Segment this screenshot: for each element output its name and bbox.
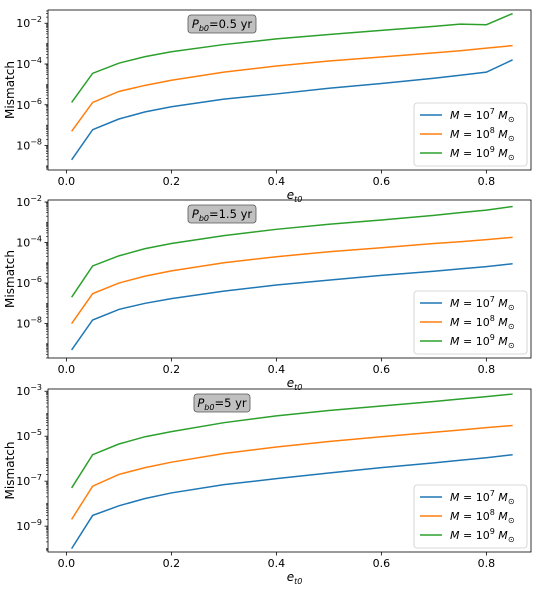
x-tick-label: 0.4: [268, 363, 286, 376]
legend: M = 107 M⊙ M = 108 M⊙ M = 109 M⊙: [413, 102, 528, 167]
series-line-1: [70, 453, 513, 550]
legend-entry-1: M = 107 M⊙: [450, 107, 515, 124]
series-line-3: [71, 12, 513, 103]
x-tick-label: 0.6: [373, 175, 391, 188]
x-tick-label: 0.2: [163, 175, 181, 188]
title-box: [187, 14, 257, 34]
y-tick-label: 10−6: [16, 97, 42, 112]
x-tick-label: 0.6: [373, 557, 391, 570]
legend: M = 107 M⊙ M = 108 M⊙ M = 109 M⊙: [413, 290, 528, 355]
legend: M = 107 M⊙ M = 108 M⊙ M = 109 M⊙: [413, 484, 528, 549]
series-line-1: [71, 262, 513, 351]
x-tick-label: 0.0: [58, 175, 76, 188]
series-line-1: [71, 59, 513, 161]
y-tick-label: 10−6: [16, 275, 42, 290]
y-tick-label: 10−2: [16, 194, 42, 209]
x-tick-label: 0.4: [268, 557, 286, 570]
y-tick-label: 10−8: [16, 316, 42, 331]
y-tick-label: 10−2: [16, 15, 42, 30]
legend-entry-2: M = 108 M⊙: [450, 314, 515, 331]
y-tick-label: 10−5: [16, 428, 42, 443]
x-tick-label: 0.2: [163, 557, 181, 570]
x-axis-label: et0: [287, 376, 303, 392]
legend-entry-1: M = 107 M⊙: [450, 295, 515, 312]
y-tick-label: 10−8: [16, 138, 42, 153]
series-line-2: [70, 424, 513, 520]
series-line-3: [71, 205, 513, 298]
legend-frame: [413, 290, 528, 355]
chart-panel-2: 10−8 10−6 10−4 10−2 0.0 0.2 0.4 0.6 0.8 Pb0=1.5 y…: [3, 194, 532, 392]
legend-entry-3: M = 109 M⊙: [450, 333, 515, 350]
x-axis-label: et0: [287, 570, 303, 586]
y-tick-label: 10−9: [16, 518, 42, 533]
series-line-2: [71, 44, 513, 132]
x-tick-label: 0.0: [58, 557, 76, 570]
legend-entry-2: M = 108 M⊙: [450, 508, 515, 525]
x-tick-label: 0.8: [478, 175, 496, 188]
plot-frame: [47, 9, 532, 171]
series-line-2: [71, 236, 513, 324]
x-tick-label: 0.0: [58, 363, 76, 376]
y-tick-label: 10−4: [16, 56, 42, 71]
legend-frame: [413, 484, 528, 549]
title-box: [193, 393, 251, 413]
legend-entry-3: M = 109 M⊙: [450, 145, 515, 162]
x-tick-label: 0.2: [163, 363, 181, 376]
x-tick-label: 0.4: [268, 175, 286, 188]
legend-frame: [413, 102, 528, 167]
y-tick-label: 10−3: [16, 383, 42, 398]
title-box: [187, 204, 257, 224]
legend-entry-3: M = 109 M⊙: [450, 527, 515, 544]
legend-entry-2: M = 108 M⊙: [450, 126, 515, 143]
plot-frame: [47, 199, 532, 359]
y-axis-label: Mismatch: [3, 61, 17, 119]
legend-entry-1: M = 107 M⊙: [450, 489, 515, 506]
y-tick-label: 10−4: [16, 235, 42, 250]
x-tick-label: 0.8: [478, 557, 496, 570]
chart-panel-1: 10−8 10−6 10−4 10−2 0.0 0.2 0.4 0.6 0.8 Pb0=0.5 y…: [3, 9, 532, 204]
plot-frame: [47, 388, 532, 553]
y-axis-label: Mismatch: [3, 250, 17, 308]
chart-title: Pb0=0.5 yr: [192, 17, 252, 33]
y-tick-label: 10−7: [16, 473, 42, 488]
y-axis-label: Mismatch: [3, 442, 17, 500]
x-tick-label: 0.6: [373, 363, 391, 376]
x-tick-label: 0.8: [478, 363, 496, 376]
series-line-3: [70, 393, 513, 489]
x-axis-label: et0: [287, 188, 303, 204]
chart-title: Pb0=5 yr: [197, 396, 247, 412]
chart-panel-3: 10−9 10−7 10−5 10−3 0.0 0.2 0.4 0.6 0.8 Pb0=5 yr M…: [3, 383, 532, 586]
chart-title: Pb0=1.5 yr: [192, 207, 252, 223]
